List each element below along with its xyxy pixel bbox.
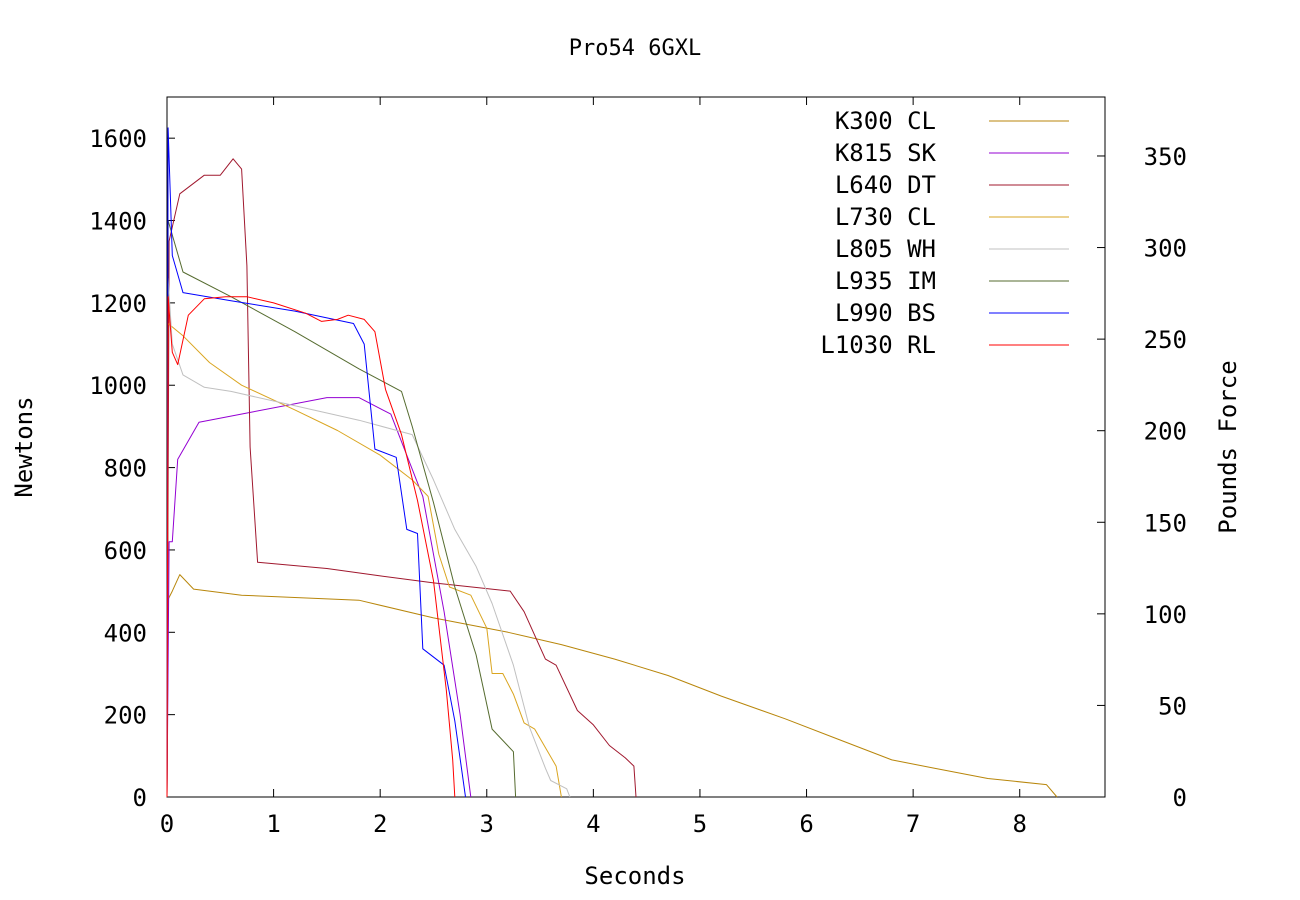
y2-tick-label: 100 [1144, 601, 1187, 629]
y2-tick-label: 0 [1173, 784, 1187, 812]
legend-label-l640-dt: L640 DT [835, 171, 936, 199]
series-line-k815-sk [166, 397, 472, 798]
series-line-k300-cl [166, 574, 1058, 798]
y-tick-label: 1600 [89, 125, 147, 153]
legend: K300 CL K815 SK L640 DT L730 CL L805 WH L935 … [820, 107, 1069, 359]
y-tick-label: 800 [104, 455, 147, 483]
x-tick-label: 1 [266, 810, 280, 838]
y-tick-label: 200 [104, 702, 147, 730]
series-line-l990-bs [166, 127, 466, 798]
legend-label-l990-bs: L990 BS [835, 299, 936, 327]
legend-label-l805-wh: L805 WH [835, 235, 936, 263]
series-line-l640-dt [166, 158, 637, 798]
y-tick-label: 1200 [89, 290, 147, 318]
series-line-l1030-rl [166, 296, 456, 798]
legend-label-l730-cl: L730 CL [835, 203, 936, 231]
series-line-l935-im [166, 220, 517, 798]
y2-tick-label: 300 [1144, 235, 1187, 263]
x-tick-label: 8 [1013, 810, 1027, 838]
legend-label-l1030-rl: L1030 RL [820, 331, 936, 359]
y2-tick-label: 200 [1144, 418, 1187, 446]
y2-tick-label: 350 [1144, 143, 1187, 171]
x-tick-label: 6 [799, 810, 813, 838]
y-axis-label: Newtons [10, 396, 38, 497]
y2-tick-label: 250 [1144, 326, 1187, 354]
legend-label-l935-im: L935 IM [835, 267, 936, 295]
y2-axis-ticks: 0 50 100 150 200 250 300 350 [1097, 143, 1187, 812]
series-lines [166, 127, 1058, 798]
y-tick-label: 600 [104, 537, 147, 565]
plot-area-frame [166, 96, 1106, 798]
legend-label-k300-cl: K300 CL [835, 107, 936, 135]
x-tick-label: 7 [906, 810, 920, 838]
y-tick-label: 1000 [89, 372, 147, 400]
x-axis-label: Seconds [584, 862, 685, 890]
y2-axis-label: Pounds Force [1214, 360, 1242, 533]
y-axis-ticks: 0 200 400 600 800 1000 1200 1400 1600 [89, 125, 175, 812]
series-line-l730-cl [166, 323, 562, 798]
y-tick-label: 1400 [89, 208, 147, 236]
y-tick-label: 400 [104, 619, 147, 647]
y2-tick-label: 50 [1158, 692, 1187, 720]
x-tick-label: 3 [480, 810, 494, 838]
y2-tick-label: 150 [1144, 509, 1187, 537]
x-tick-label: 5 [693, 810, 707, 838]
chart-title: Pro54 6GXL [569, 36, 701, 61]
legend-label-k815-sk: K815 SK [835, 139, 937, 167]
x-tick-label: 0 [160, 810, 174, 838]
series-line-l805-wh [166, 277, 571, 798]
y-tick-label: 0 [133, 784, 147, 812]
x-tick-label: 4 [586, 810, 600, 838]
x-tick-label: 2 [373, 810, 387, 838]
x-axis-ticks: 0 1 2 3 4 5 6 7 8 [160, 97, 1027, 838]
